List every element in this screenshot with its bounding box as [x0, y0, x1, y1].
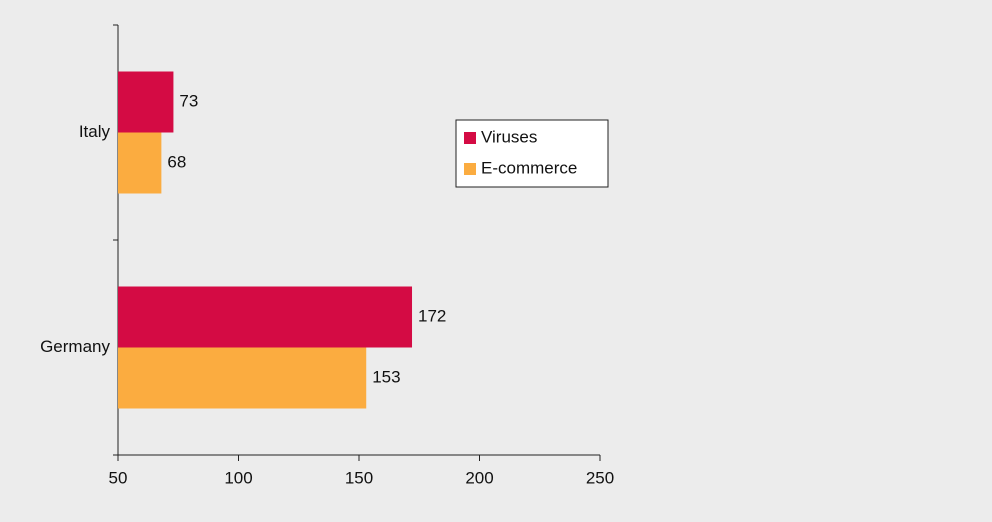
- legend-label: Viruses: [481, 127, 537, 146]
- legend-swatch: [464, 163, 476, 175]
- x-tick-label: 100: [224, 468, 252, 487]
- data-label: 172: [418, 306, 446, 325]
- data-label: 73: [179, 91, 198, 110]
- legend-swatch: [464, 132, 476, 144]
- x-tick-label: 150: [345, 468, 373, 487]
- bar: [118, 132, 162, 194]
- bar: [118, 347, 367, 409]
- y-tick-label: Italy: [79, 122, 111, 141]
- x-tick-label: 200: [465, 468, 493, 487]
- legend-box: [455, 119, 609, 188]
- data-label: 153: [372, 367, 400, 386]
- bar: [118, 286, 413, 348]
- y-tick-label: Germany: [40, 337, 110, 356]
- x-tick-label: 50: [109, 468, 128, 487]
- bar: [118, 71, 174, 133]
- x-tick-label: 250: [586, 468, 614, 487]
- data-label: 68: [167, 152, 186, 171]
- legend-label: E-commerce: [481, 158, 577, 177]
